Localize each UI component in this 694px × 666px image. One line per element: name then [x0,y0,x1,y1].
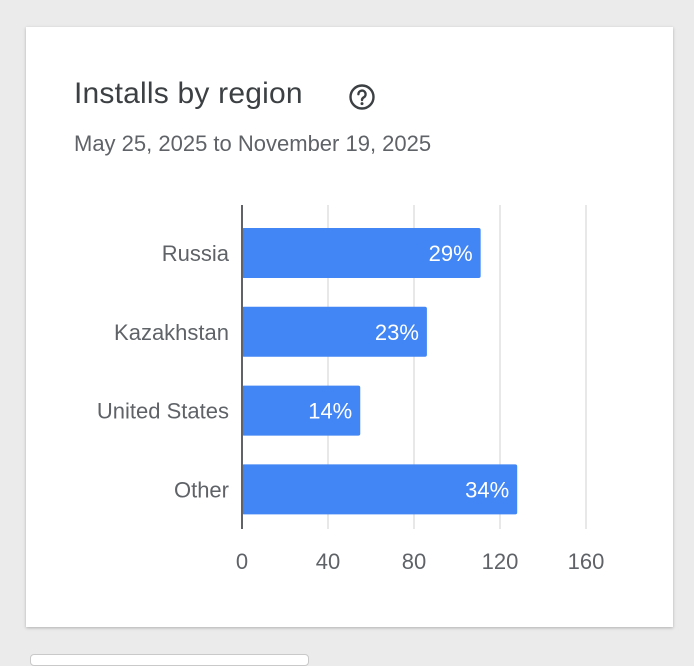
bar [242,306,427,357]
bar [242,385,361,436]
x-tick-label: 0 [236,549,248,574]
installs-by-region-card: Installs by region May 25, 2025 to Novem… [26,27,673,627]
data-label: 34% [465,477,509,502]
category-label: United States [97,399,229,424]
bar [242,228,481,278]
card-title: Installs by region [74,77,303,110]
category-label: Kazakhstan [114,320,229,345]
category-label: Other [174,477,229,502]
x-tick-label: 120 [482,549,519,574]
next-card-edge [30,654,309,666]
data-label: 14% [308,399,352,424]
bar [242,464,518,515]
x-tick-label: 160 [568,549,605,574]
installs-bar-chart: Russia 29% Kazakhstan 23% United States 14% Ot… [97,205,605,574]
help-circle-icon[interactable] [348,83,376,111]
x-tick-label: 40 [316,549,340,574]
category-label: Russia [162,241,230,266]
data-label: 23% [375,320,419,345]
data-label: 29% [429,241,473,266]
date-range: May 25, 2025 to November 19, 2025 [74,131,432,156]
x-tick-label: 80 [402,549,426,574]
